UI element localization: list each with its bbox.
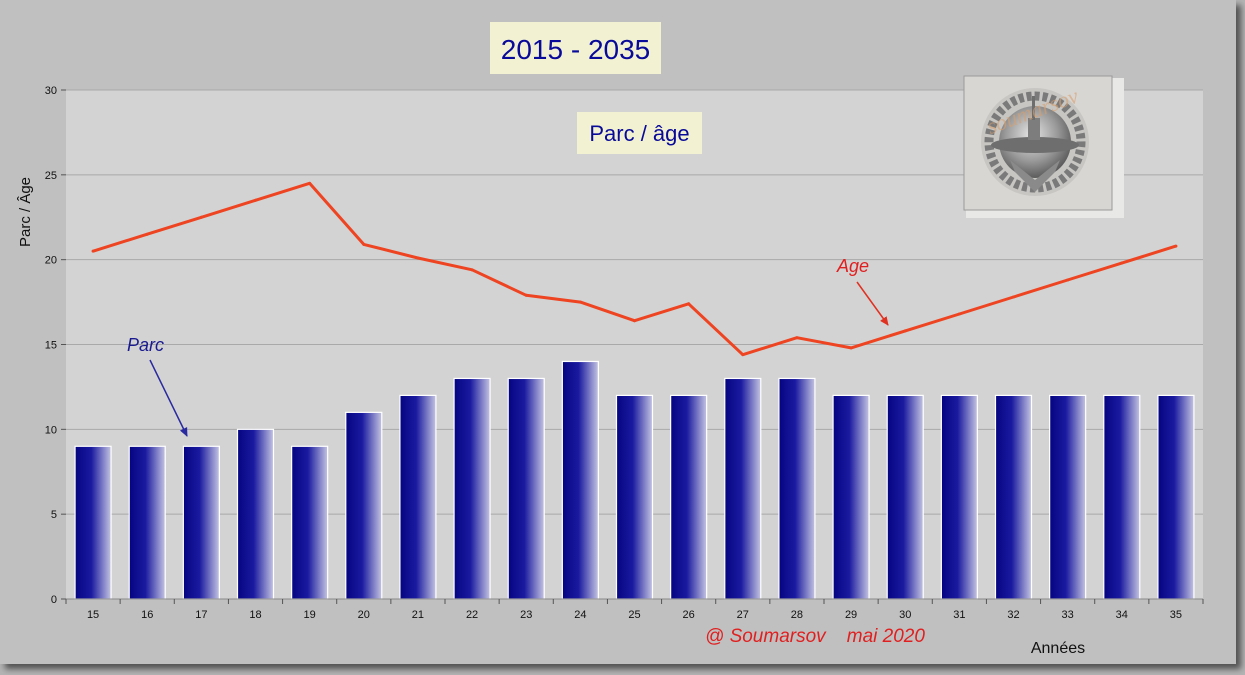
x-tick-label: 34: [1116, 609, 1128, 621]
y-tick-label: 25: [45, 170, 57, 182]
bar-parc-30: [886, 394, 924, 600]
x-tick-label: 21: [412, 609, 424, 621]
bar-parc-25: [615, 394, 654, 600]
age-point-23: [524, 293, 528, 297]
parc-arrow: [149, 359, 188, 437]
x-tick-label: 35: [1170, 609, 1182, 621]
x-tick-label: 23: [520, 609, 532, 621]
parc-annotation: Parc: [127, 335, 164, 355]
age-arrow: [856, 281, 889, 326]
x-tick-label: 16: [141, 609, 153, 621]
credit-text: @ Soumarsov mai 2020: [705, 626, 925, 647]
x-tick-label: 29: [845, 609, 857, 621]
y-tick-label: 0: [51, 594, 57, 606]
x-tick-label: 25: [628, 609, 640, 621]
age-point-15: [91, 249, 95, 253]
y-tick-label: 20: [45, 255, 57, 267]
bar-parc-23: [507, 377, 545, 600]
x-tick-label: 20: [358, 609, 370, 621]
x-tick-label: 26: [683, 609, 695, 621]
x-tick-label: 17: [195, 609, 207, 621]
x-tick-label: 31: [953, 609, 965, 621]
chart-subtitle: Parc / âge: [589, 121, 689, 146]
bar-parc-34: [1103, 394, 1141, 600]
x-tick-label: 15: [87, 609, 99, 621]
y-tick-label: 10: [45, 424, 57, 436]
line-series-age: [91, 181, 1178, 357]
bar-parc-33: [1049, 394, 1087, 600]
x-tick-label: 32: [1007, 609, 1019, 621]
x-tick-label: 22: [466, 609, 478, 621]
age-point-17: [199, 215, 203, 219]
age-point-35: [1174, 244, 1178, 248]
chart-title: 2015 - 2035: [501, 34, 650, 65]
age-annotation: Age: [836, 256, 869, 276]
bar-parc-32: [994, 394, 1033, 600]
bar-parc-19: [291, 445, 329, 600]
x-tick-label: 28: [791, 609, 803, 621]
chart-frame: 0 5 10 15 20 25 30 15 16 17 18 19 20 21 22 23 24 25 26 27 2…: [0, 0, 1236, 664]
age-point-29: [849, 346, 853, 350]
x-axis-label: Années: [1031, 640, 1085, 657]
x-tick-label: 18: [249, 609, 261, 621]
age-point-16: [145, 232, 149, 236]
chart: 0 5 10 15 20 25 30 15 16 17 18 19 20 21 22 23 24 25 26 27 2…: [17, 22, 1204, 657]
bar-parc-29: [832, 394, 870, 600]
age-point-32: [1012, 295, 1015, 299]
y-tick-label: 5: [51, 509, 57, 521]
x-tick-label: 24: [574, 609, 586, 621]
age-point-21: [416, 256, 420, 260]
bar-parc-20: [345, 411, 383, 600]
x-tick-label: 27: [737, 609, 749, 621]
age-point-28: [795, 336, 799, 340]
submarine-badge-icon: soumarsov: [963, 75, 1124, 218]
bar-parc-15: [74, 445, 112, 600]
bar-parc-18: [236, 428, 275, 600]
bar-parc-27: [724, 377, 762, 600]
bar-parc-16: [128, 445, 166, 600]
bar-parc-17: [182, 445, 220, 600]
age-point-24: [578, 300, 582, 304]
title-box: [490, 22, 661, 74]
x-tick-label: 19: [304, 609, 316, 621]
bar-parc-24: [561, 360, 599, 600]
bar-parc-35: [1157, 394, 1195, 600]
age-point-30: [903, 329, 907, 333]
age-point-25: [633, 319, 636, 323]
y-tick-label: 30: [45, 85, 57, 97]
bar-parc-26: [670, 394, 708, 600]
y-tick-label: 15: [45, 340, 57, 352]
bar-parc-21: [399, 394, 437, 600]
age-point-20: [362, 242, 366, 246]
age-point-33: [1066, 278, 1070, 282]
age-point-27: [741, 353, 745, 357]
x-axis: 15 16 17 18 19 20 21 22 23 24 25 26 27 28 29 30 31 32 33 34…: [65, 598, 1204, 621]
x-tick-label: 33: [1062, 609, 1074, 621]
age-point-26: [687, 302, 691, 306]
age-point-19: [308, 181, 312, 185]
bar-parc-31: [940, 394, 978, 600]
bar-series-parc: [74, 360, 1195, 600]
bar-parc-22: [453, 377, 491, 600]
age-point-31: [957, 312, 961, 316]
y-axis-label: Parc / Âge: [17, 177, 34, 247]
x-tick-label: 30: [899, 609, 911, 621]
subtitle-box: [577, 112, 702, 154]
age-point-22: [470, 268, 474, 272]
bar-parc-28: [778, 377, 816, 600]
age-point-34: [1120, 261, 1124, 265]
age-point-18: [254, 198, 257, 202]
y-axis: 0 5 10 15 20 25 30: [45, 85, 66, 606]
